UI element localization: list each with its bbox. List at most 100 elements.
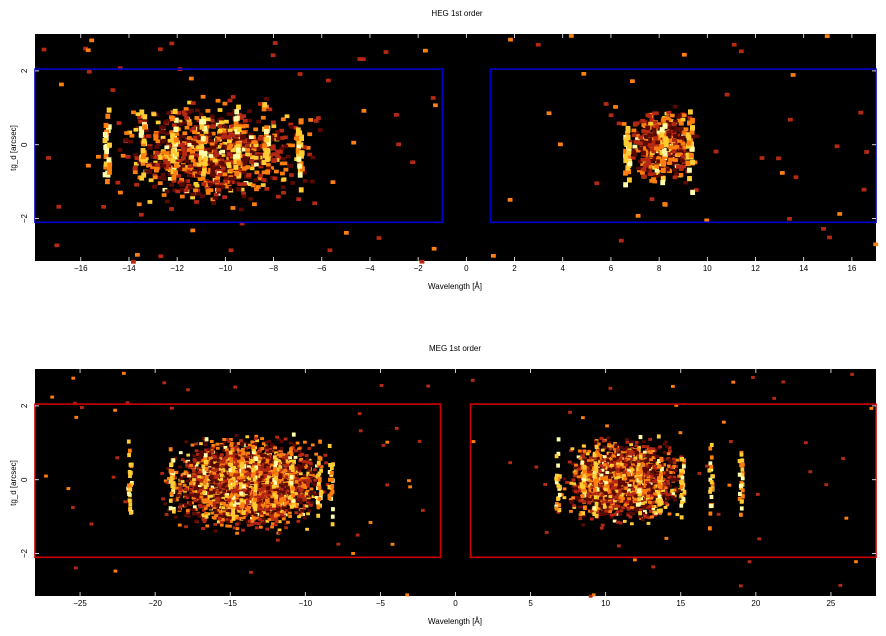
meg-cluster-count xyxy=(178,482,182,486)
heg-cluster-count xyxy=(672,168,678,172)
heg-cluster-count xyxy=(637,168,642,173)
heg-line-count xyxy=(170,133,176,139)
meg-cluster-count xyxy=(182,483,187,487)
heg-cluster-count xyxy=(205,159,211,164)
meg-cluster-count xyxy=(221,475,226,479)
heg-cluster-count xyxy=(163,119,169,124)
heg-x-tick-label: −8 xyxy=(269,264,279,273)
meg-noise-count xyxy=(170,406,174,410)
heg-cluster-count xyxy=(194,183,200,188)
meg-cluster-count xyxy=(284,511,289,515)
meg-cluster-count xyxy=(302,460,306,463)
heg-cluster-count xyxy=(213,192,219,197)
meg-noise-count xyxy=(71,506,75,509)
heg-cluster-count xyxy=(664,120,669,124)
heg-cluster-count xyxy=(205,187,211,192)
meg-cluster-count xyxy=(244,478,248,482)
meg-cluster-count xyxy=(265,477,270,480)
meg-cluster-count xyxy=(265,500,270,504)
heg-cluster-count xyxy=(640,158,646,162)
meg-cluster-count xyxy=(278,486,283,490)
heg-cluster-count xyxy=(639,139,645,143)
meg-cluster-count xyxy=(288,456,293,460)
heg-cluster-count xyxy=(283,135,288,140)
meg-cluster-count xyxy=(237,509,242,513)
heg-cluster-count xyxy=(289,173,294,177)
heg-cluster-count xyxy=(238,207,244,212)
heg-cluster-count xyxy=(645,158,651,162)
meg-cluster-count xyxy=(311,482,315,486)
meg-cluster-count xyxy=(291,446,296,450)
heg-noise-count xyxy=(837,212,843,216)
meg-cluster-count xyxy=(234,506,239,510)
heg-cluster-count xyxy=(169,183,175,187)
heg-cluster-count xyxy=(185,186,191,190)
meg-cluster-count xyxy=(183,475,187,479)
meg-cluster-count xyxy=(305,457,310,461)
meg-cluster-count xyxy=(185,496,190,500)
heg-cluster-count xyxy=(241,114,246,118)
heg-line-count xyxy=(173,137,179,143)
heg-line-count xyxy=(663,137,669,143)
heg-line-count xyxy=(172,108,178,114)
meg-cluster-count xyxy=(237,470,242,474)
heg-cluster-count xyxy=(305,146,311,150)
meg-cluster-count xyxy=(220,493,224,497)
meg-cluster-count xyxy=(300,477,305,481)
meg-cluster-count xyxy=(216,498,221,502)
heg-cluster-count xyxy=(634,140,640,144)
heg-cluster-count xyxy=(663,132,669,137)
heg-line-count xyxy=(623,137,629,143)
heg-line-count xyxy=(139,129,145,135)
heg-cluster-count xyxy=(200,176,206,181)
meg-noise-count xyxy=(89,522,94,526)
meg-cluster-count xyxy=(283,467,287,471)
meg-noise-count xyxy=(543,483,548,486)
heg-cluster-count xyxy=(242,182,247,186)
heg-noise-count xyxy=(86,163,91,168)
heg-cluster-count xyxy=(191,156,197,160)
heg-line-count xyxy=(199,124,205,130)
heg-cluster-count xyxy=(259,143,265,148)
meg-cluster-count xyxy=(284,461,289,465)
heg-cluster-count xyxy=(648,121,654,126)
meg-cluster-count xyxy=(191,474,195,478)
heg-cluster-count xyxy=(147,146,153,150)
meg-cluster-count xyxy=(268,505,273,508)
meg-cluster-count xyxy=(232,460,236,464)
heg-cluster-count xyxy=(220,166,226,171)
meg-cluster-count xyxy=(256,480,261,484)
heg-line-count xyxy=(686,140,692,146)
heg-cluster-count xyxy=(222,172,228,177)
meg-cluster-count xyxy=(284,477,289,480)
heg-cluster-count xyxy=(281,190,286,195)
heg-cluster-count xyxy=(195,173,200,178)
heg-line-count xyxy=(199,154,204,160)
meg-cluster-count xyxy=(247,472,252,476)
heg-cluster-count xyxy=(205,183,211,188)
heg-line-count xyxy=(235,153,241,159)
heg-cluster-count xyxy=(646,160,652,164)
meg-cluster-count xyxy=(281,517,286,521)
meg-noise-count xyxy=(731,380,736,384)
meg-cluster-count xyxy=(178,490,182,494)
meg-cluster-count xyxy=(294,449,298,453)
meg-cluster-count xyxy=(201,473,206,477)
heg-cluster-count xyxy=(223,175,229,180)
meg-cluster-count xyxy=(209,462,214,466)
meg-cluster-count xyxy=(256,510,261,514)
heg-cluster-count xyxy=(246,173,251,178)
meg-cluster-count xyxy=(224,448,229,452)
meg-cluster-count xyxy=(190,479,195,483)
meg-cluster-count xyxy=(219,471,224,475)
heg-x-tick-label: 10 xyxy=(703,264,712,273)
heg-cluster-count xyxy=(209,138,214,143)
meg-cluster-count xyxy=(271,498,276,502)
heg-cluster-count xyxy=(668,145,674,150)
meg-cluster-count xyxy=(206,447,211,451)
meg-cluster-count xyxy=(265,527,270,531)
heg-cluster-count xyxy=(265,163,271,167)
meg-cluster-count xyxy=(278,490,283,494)
heg-cluster-count xyxy=(261,178,267,182)
heg-cluster-count xyxy=(208,182,213,187)
